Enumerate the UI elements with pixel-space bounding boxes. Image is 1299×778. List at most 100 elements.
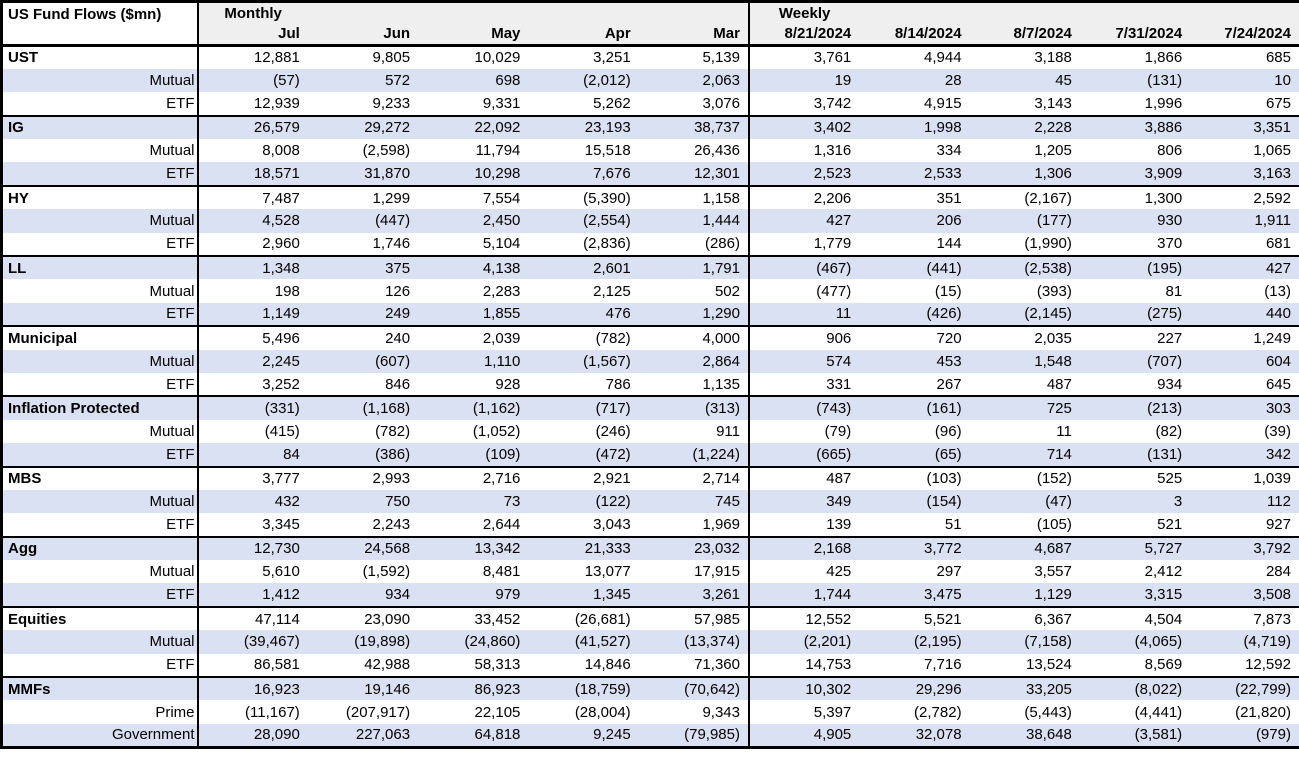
value-cell: (743) [747,395,860,420]
value-cell: 58,313 [418,653,529,678]
value-cell: 476 [528,302,639,327]
value-cell: 240 [307,325,419,350]
column-header-week1: 8/21/2024 [747,23,860,47]
row-label: ETF [1,92,199,116]
value-cell: (195) [1079,254,1191,280]
value-cell: 28 [859,68,970,93]
value-cell: 1,996 [1079,92,1191,116]
value-cell: 930 [1079,209,1191,233]
value-cell: 3,777 [197,465,308,490]
value-cell: (177) [969,209,1080,233]
value-cell: (131) [1079,68,1191,93]
value-cell: 38,737 [638,114,749,140]
value-cell: 750 [307,489,419,514]
row-label: Mutual [1,139,199,163]
value-cell: (3,581) [1079,723,1191,748]
row-label: Agg [1,535,199,561]
value-cell: 525 [1079,465,1191,490]
value-cell: 572 [307,68,419,93]
value-cell: (665) [747,443,860,467]
value-cell: 1,249 [1190,325,1299,350]
value-cell: 86,581 [197,653,308,678]
sub-row: Mutual 432 750 73 (122) 745 349 (154) (47) 3 112 [1,489,1299,514]
category-row: LL 1,348 375 4,138 2,601 1,791 (467) (441) (2,53… [1,254,1299,280]
value-cell: 3,772 [859,535,970,561]
value-cell: (105) [969,513,1080,537]
value-cell: 2,993 [307,465,419,490]
value-cell: 502 [638,279,749,303]
value-cell: (26,681) [528,605,639,631]
value-cell: 11,794 [418,139,529,163]
value-cell: (47) [969,489,1080,514]
value-cell: (41,527) [528,630,639,654]
value-cell: 10,298 [418,162,529,186]
value-cell: 846 [307,372,419,397]
value-cell: 2,960 [197,232,308,257]
column-header-week3: 8/7/2024 [969,23,1080,47]
value-cell: 3,188 [969,44,1080,69]
value-cell: 3,886 [1079,114,1191,140]
value-cell: 2,206 [747,184,860,210]
value-cell: 4,905 [747,723,860,748]
value-cell: 3,402 [747,114,860,140]
value-cell: 7,716 [859,653,970,678]
sub-row: ETF 12,939 9,233 9,331 5,262 3,076 3,742 4,915 3… [1,92,1299,116]
value-cell: 720 [859,325,970,350]
value-cell: (1,592) [307,560,419,584]
value-cell: 8,569 [1079,653,1191,678]
value-cell: 12,939 [197,92,308,116]
value-cell: 7,676 [528,162,639,186]
value-cell: 24,568 [307,535,419,561]
value-cell: 342 [1190,443,1299,467]
value-cell: (467) [747,254,860,280]
sub-row: ETF 3,345 2,243 2,644 3,043 1,969 139 51 (105) 52… [1,513,1299,537]
row-label: Government [1,723,199,748]
value-cell: 33,452 [418,605,529,631]
value-cell: 334 [859,139,970,163]
header-spacer [307,1,419,24]
value-cell: (717) [528,395,639,420]
value-cell: 3,475 [859,583,970,607]
value-cell: 725 [969,395,1080,420]
column-header-row: Jul Jun May Apr Mar 8/21/2024 8/14/2024 … [2,23,1299,47]
row-label: Mutual [1,209,199,233]
row-label: Mutual [1,279,199,303]
value-cell: (2,195) [859,630,970,654]
value-cell: 675 [1190,92,1299,116]
value-cell: 267 [859,372,970,397]
value-cell: 29,296 [859,676,970,701]
sub-row: ETF 18,571 31,870 10,298 7,676 12,301 2,523 2,5… [1,162,1299,186]
value-cell: (70,642) [638,676,749,701]
value-cell: 927 [1190,513,1299,537]
value-cell: 521 [1079,513,1191,537]
value-cell: (331) [197,395,308,420]
value-cell: 2,533 [859,162,970,186]
value-cell: 370 [1079,232,1191,257]
value-cell: 1,866 [1079,44,1191,69]
value-cell: 22,105 [418,700,529,724]
value-cell: 11 [747,302,860,327]
value-cell: 806 [1079,139,1191,163]
category-row: Inflation Protected (331) (1,168) (1,162) (7… [1,395,1299,420]
value-cell: 1,135 [638,372,749,397]
row-label: Mutual [1,349,199,373]
value-cell: 26,579 [197,114,308,140]
value-cell: 23,032 [638,535,749,561]
value-cell: (1,990) [969,232,1080,257]
category-row: HY 7,487 1,299 7,554 (5,390) 1,158 2,206 351 (2,… [1,184,1299,210]
value-cell: 21,333 [528,535,639,561]
value-cell: (2,782) [859,700,970,724]
value-cell: 4,528 [197,209,308,233]
value-cell: 1,855 [418,302,529,327]
value-cell: (28,004) [528,700,639,724]
value-cell: 1,444 [638,209,749,233]
value-cell: 2,125 [528,279,639,303]
value-cell: 3,076 [638,92,749,116]
value-cell: 84 [197,443,308,467]
value-cell: 1,345 [528,583,639,607]
value-cell: 42,988 [307,653,419,678]
value-cell: 3,345 [197,513,308,537]
value-cell: 1,911 [1190,209,1299,233]
value-cell: (2,012) [528,68,639,93]
row-label: IG [1,114,199,140]
